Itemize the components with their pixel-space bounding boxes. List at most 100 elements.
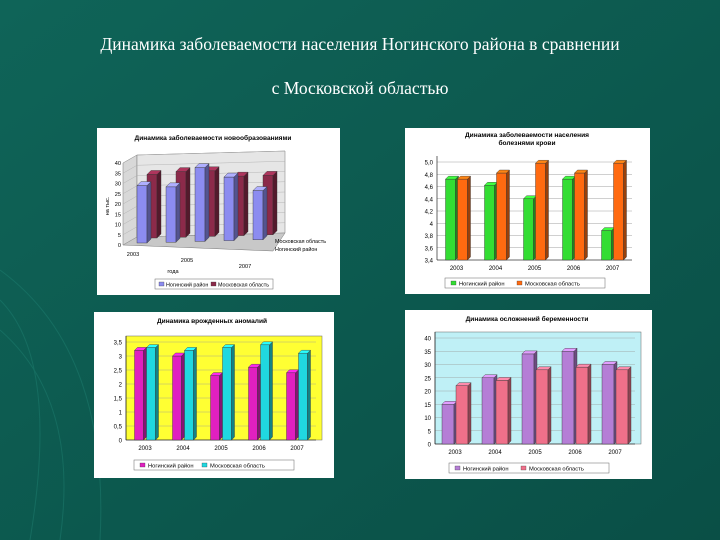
legend-label: Московская область (210, 464, 265, 470)
bar-0-2004 (165, 182, 181, 243)
chart-panel-pregnancy-complications: 40 35 30 25 20 15 10 5 0 2003 2004 2005 2006 2007 Дина… (405, 310, 652, 479)
bar-1-2007 (298, 349, 311, 441)
x-tick-label: 2005 (214, 446, 228, 452)
legend-label: Ногинский район (166, 282, 208, 289)
gridline (122, 206, 138, 215)
legend-label: Московская область (529, 467, 584, 473)
y-tick-label: 4 (430, 222, 434, 228)
gridline (122, 226, 138, 235)
chart-title: Динамика врожденных аномалий (157, 317, 267, 325)
y-tick-label: 40 (424, 337, 431, 343)
x-tick-label: 2006 (568, 450, 582, 456)
chart-svg: 40 35 30 25 20 15 10 5 0 2003 2005 2007 Московская о… (105, 134, 326, 290)
bar-0-2006 (562, 175, 576, 261)
legend-label: Ногинский район (463, 466, 509, 473)
y-tick-label: 4,6 (425, 185, 434, 191)
bar-1-2003 (455, 382, 472, 445)
chart-panel-neoplasms: 40 35 30 25 20 15 10 5 0 2003 2005 2007 Московская о… (97, 128, 340, 295)
x-tick-label: 2003 (127, 252, 139, 258)
bar-0-2003 (445, 175, 459, 261)
x-tick-label: 2006 (252, 446, 266, 452)
x-tick-label: 2005 (528, 450, 542, 456)
legend-swatch (210, 281, 217, 287)
y-tick-label: 1,5 (114, 397, 123, 403)
y-tick-label: 10 (424, 416, 431, 422)
legend-label: Московская область (525, 282, 580, 288)
y-tick-label: 0,5 (114, 425, 123, 431)
bar-1-2004 (184, 346, 197, 441)
legend-box (444, 277, 606, 289)
bar-1-2004 (495, 376, 512, 445)
chart-svg: 40 35 30 25 20 15 10 5 0 2003 2004 2005 2006 2007 Дина… (424, 315, 642, 474)
bar-0-2007 (252, 186, 268, 241)
bar-1-2005 (535, 159, 549, 261)
y-tick-label: 10 (115, 223, 121, 229)
legend-swatch (139, 462, 146, 468)
gridline (122, 236, 138, 246)
y-tick-label: 30 (424, 363, 431, 369)
bar-1-2007 (613, 159, 627, 261)
y-tick-label: 40 (115, 161, 121, 167)
bar-1-2006 (260, 341, 273, 441)
x-tick-label: 2003 (448, 450, 462, 456)
x-tick-label: 2007 (239, 264, 251, 270)
chart-title: Динамика осложнений беременности (466, 315, 589, 323)
legend-box (448, 462, 610, 474)
bar-1-2005 (222, 344, 235, 441)
y-tick-label: 35 (115, 171, 121, 177)
x-tick-label: 2004 (488, 450, 502, 456)
y-tick-label: 15 (424, 403, 431, 409)
gridline (122, 154, 138, 164)
bar-1-2003 (457, 175, 471, 261)
gridline (122, 165, 138, 174)
bar-0-2006 (223, 172, 239, 242)
y-tick-label: 0 (428, 443, 432, 449)
bar-0-2005 (523, 195, 537, 261)
y-tick-label: 1 (119, 411, 123, 417)
y-tick-label: 0 (118, 243, 121, 249)
y-tick-label: 4,8 (425, 173, 434, 179)
y-tick-label: 0 (119, 439, 123, 445)
y-tick-label: 5,0 (425, 161, 434, 167)
bar-0-2003 (441, 400, 458, 445)
gridline (122, 185, 138, 194)
y-tick-label: 3,8 (425, 234, 434, 240)
depth-label: Ногинский район (275, 246, 317, 253)
bar-0-2004 (484, 181, 498, 261)
x-tick-label: 2006 (567, 266, 581, 272)
gridline (136, 161, 286, 166)
bar-0-2006 (248, 363, 261, 441)
gridline (122, 216, 138, 225)
legend-label: Московская область (218, 283, 269, 289)
legend-swatch (450, 280, 457, 286)
bar-1-2005 (204, 166, 220, 237)
y-tick-label: 35 (424, 350, 431, 356)
bar-0-2004 (172, 352, 185, 441)
x-tick-label: 2007 (290, 446, 304, 452)
bar-0-2005 (210, 372, 223, 441)
bar-0-2003 (136, 181, 152, 244)
y-tick-label: 3,4 (425, 259, 434, 265)
legend-swatch (516, 280, 523, 286)
slide-title-line1: Динамика заболеваемости населения Ногинс… (100, 34, 620, 54)
chart-panel-congenital-anomalies: 3,5 3 2,5 2 1,5 1 0,5 0 2003 2004 2005 2006 2007 Дина… (94, 312, 334, 478)
x-tick-label: 2004 (489, 266, 503, 272)
y-tick-label: 5 (118, 233, 121, 239)
chart-panel-blood-diseases: 5,0 4,8 4,6 4,4 4,2 4 3,8 3,6 3,4 2003 2004 2005 200… (405, 128, 650, 294)
bar-1-2004 (496, 169, 510, 261)
bar-1-2005 (535, 366, 552, 445)
x-tick-label: 2005 (181, 258, 193, 264)
y-tick-label: 4,4 (425, 197, 434, 203)
y-tick-label: 2 (119, 383, 123, 389)
x-tick-label: 2007 (606, 266, 620, 272)
y-tick-label: 25 (115, 192, 121, 198)
chart-svg: 3,5 3 2,5 2 1,5 1 0,5 0 2003 2004 2005 2006 2007 Дина… (114, 317, 323, 471)
bar-0-2005 (521, 350, 538, 445)
bar-1-2006 (574, 169, 588, 261)
bar-0-2006 (561, 347, 578, 445)
x-tick-label: 2005 (528, 266, 542, 272)
x-tick-label: 2003 (138, 446, 152, 452)
y-tick-label: 15 (115, 212, 121, 218)
bar-0-2003 (134, 346, 147, 441)
chart-title: Динамика заболеваемости новообразованиям… (135, 134, 292, 142)
